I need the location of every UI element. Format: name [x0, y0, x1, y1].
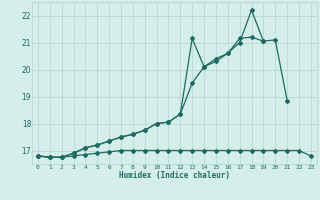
X-axis label: Humidex (Indice chaleur): Humidex (Indice chaleur)	[119, 171, 230, 180]
